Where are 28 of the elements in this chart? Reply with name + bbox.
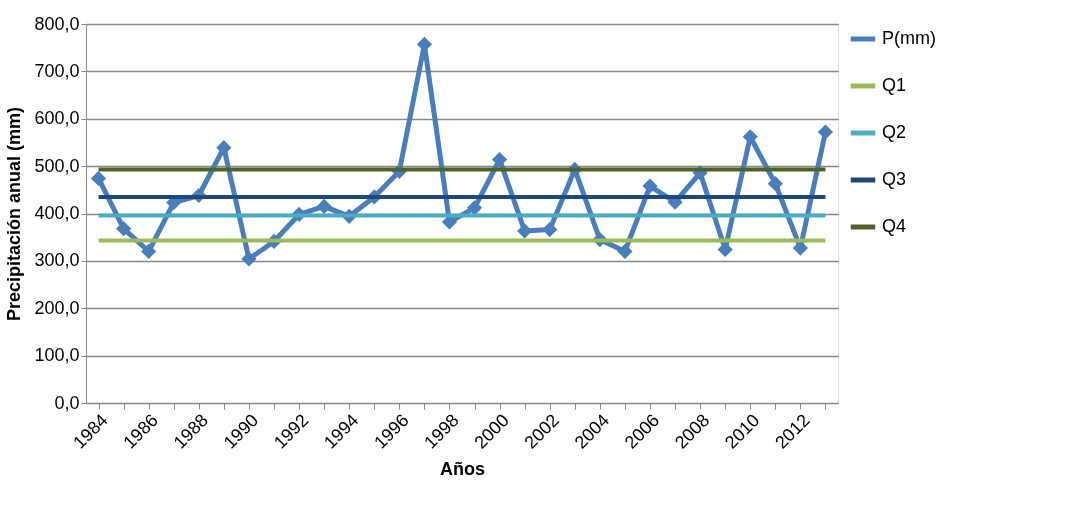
y-tick-label: 500,0 xyxy=(34,155,80,176)
y-axis-title: Precipitación anual (mm) xyxy=(4,106,25,322)
point xyxy=(241,251,257,267)
point xyxy=(617,243,633,259)
y-tick-label: 200,0 xyxy=(34,297,80,318)
y-tick-label: 400,0 xyxy=(34,203,80,223)
y-tick-label: 100,0 xyxy=(34,345,80,366)
y-tick-label: 600,0 xyxy=(34,108,80,129)
point xyxy=(817,124,834,140)
y-tick-label: 0,0 xyxy=(54,392,80,413)
point xyxy=(466,200,483,216)
legend-label: Q4 xyxy=(882,216,907,236)
point xyxy=(642,178,658,194)
point xyxy=(141,243,157,259)
y-tick-label: 300,0 xyxy=(34,250,80,271)
point xyxy=(492,151,508,168)
legend-label: Q1 xyxy=(882,75,907,95)
legend-label: Q3 xyxy=(882,169,907,189)
x-axis-title: Años xyxy=(440,458,485,479)
legend-label: Q2 xyxy=(882,122,907,142)
point xyxy=(542,222,558,238)
point xyxy=(116,221,132,237)
legend-label: P(mm) xyxy=(882,28,936,48)
point xyxy=(316,198,332,214)
y-tick-label: 800,0 xyxy=(34,13,80,34)
point xyxy=(90,170,107,187)
point xyxy=(767,176,783,192)
y-tick-label: 700,0 xyxy=(34,60,80,81)
